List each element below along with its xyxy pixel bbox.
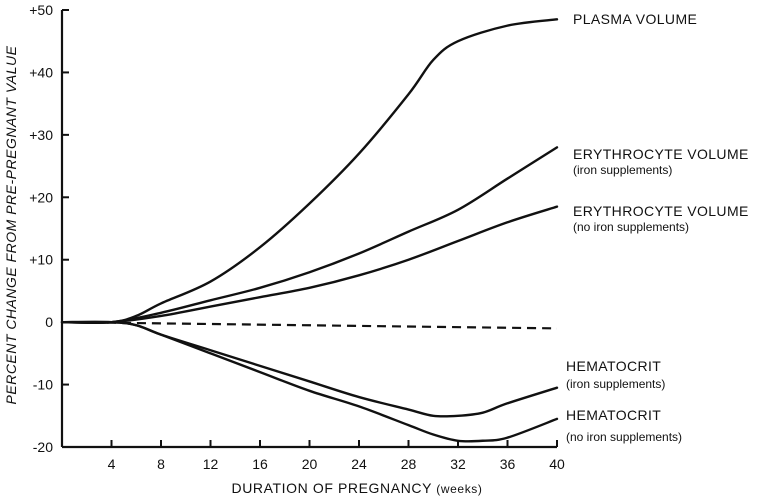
x-axis-title-text: DURATION OF PREGNANCY xyxy=(231,480,436,496)
x-tick-label: 20 xyxy=(302,456,318,472)
y-tick-label: +30 xyxy=(29,127,53,143)
x-tick-label: 24 xyxy=(351,456,367,472)
series-line-hematocrit-iron-supplements xyxy=(60,320,559,418)
series-sublabel: (iron supplements) xyxy=(573,163,672,177)
series-line-erythrocyte-volume-iron-supplements xyxy=(60,146,559,325)
y-tick-label: +50 xyxy=(29,2,53,18)
x-tick-label: 4 xyxy=(108,456,116,472)
x-tick-label: 32 xyxy=(450,456,466,472)
y-tick-label: +40 xyxy=(29,64,53,80)
series-label: HEMATOCRIT xyxy=(566,407,661,423)
x-tick-label: 28 xyxy=(401,456,417,472)
series-label: PLASMA VOLUME xyxy=(573,11,697,27)
series-sublabel: (iron supplements) xyxy=(566,377,665,391)
axes-layer: -20 -10 0 +10 +20 +30 +40 +50 4 8 12 16 20 24 28 32 36 40… xyxy=(3,2,565,496)
y-tick-label: 0 xyxy=(45,314,53,330)
series-label: ERYTHROCYTE VOLUME xyxy=(573,203,749,219)
series-label: HEMATOCRIT xyxy=(566,358,661,374)
x-tick-label: 16 xyxy=(252,456,268,472)
y-tick-label: +20 xyxy=(29,189,53,205)
y-tick-label: -20 xyxy=(33,439,53,455)
x-tick-label: 36 xyxy=(500,456,516,472)
series-sublabel: (no iron supplements) xyxy=(573,220,689,234)
series-line-erythrocyte-volume-no-iron-supplements xyxy=(60,205,559,324)
x-axis-unit: (weeks) xyxy=(436,482,482,496)
y-tick-label: +10 xyxy=(29,252,53,268)
series-label: ERYTHROCYTE VOLUME xyxy=(573,146,749,162)
series-line-hematocrit-no-iron-supplements xyxy=(60,320,559,443)
series-line-plasma-volume xyxy=(60,18,559,324)
y-tick-label: -10 xyxy=(33,377,53,393)
x-tick-label: 12 xyxy=(203,456,219,472)
x-tick-label: 8 xyxy=(157,456,165,472)
x-axis-title: DURATION OF PREGNANCY (weeks) xyxy=(231,480,482,496)
series-layer xyxy=(60,18,559,443)
x-tick-label: 40 xyxy=(549,456,565,472)
y-axis-title: PERCENT CHANGE FROM PRE-PREGNANT VALUE xyxy=(3,45,19,404)
series-sublabel: (no iron supplements) xyxy=(566,430,682,444)
